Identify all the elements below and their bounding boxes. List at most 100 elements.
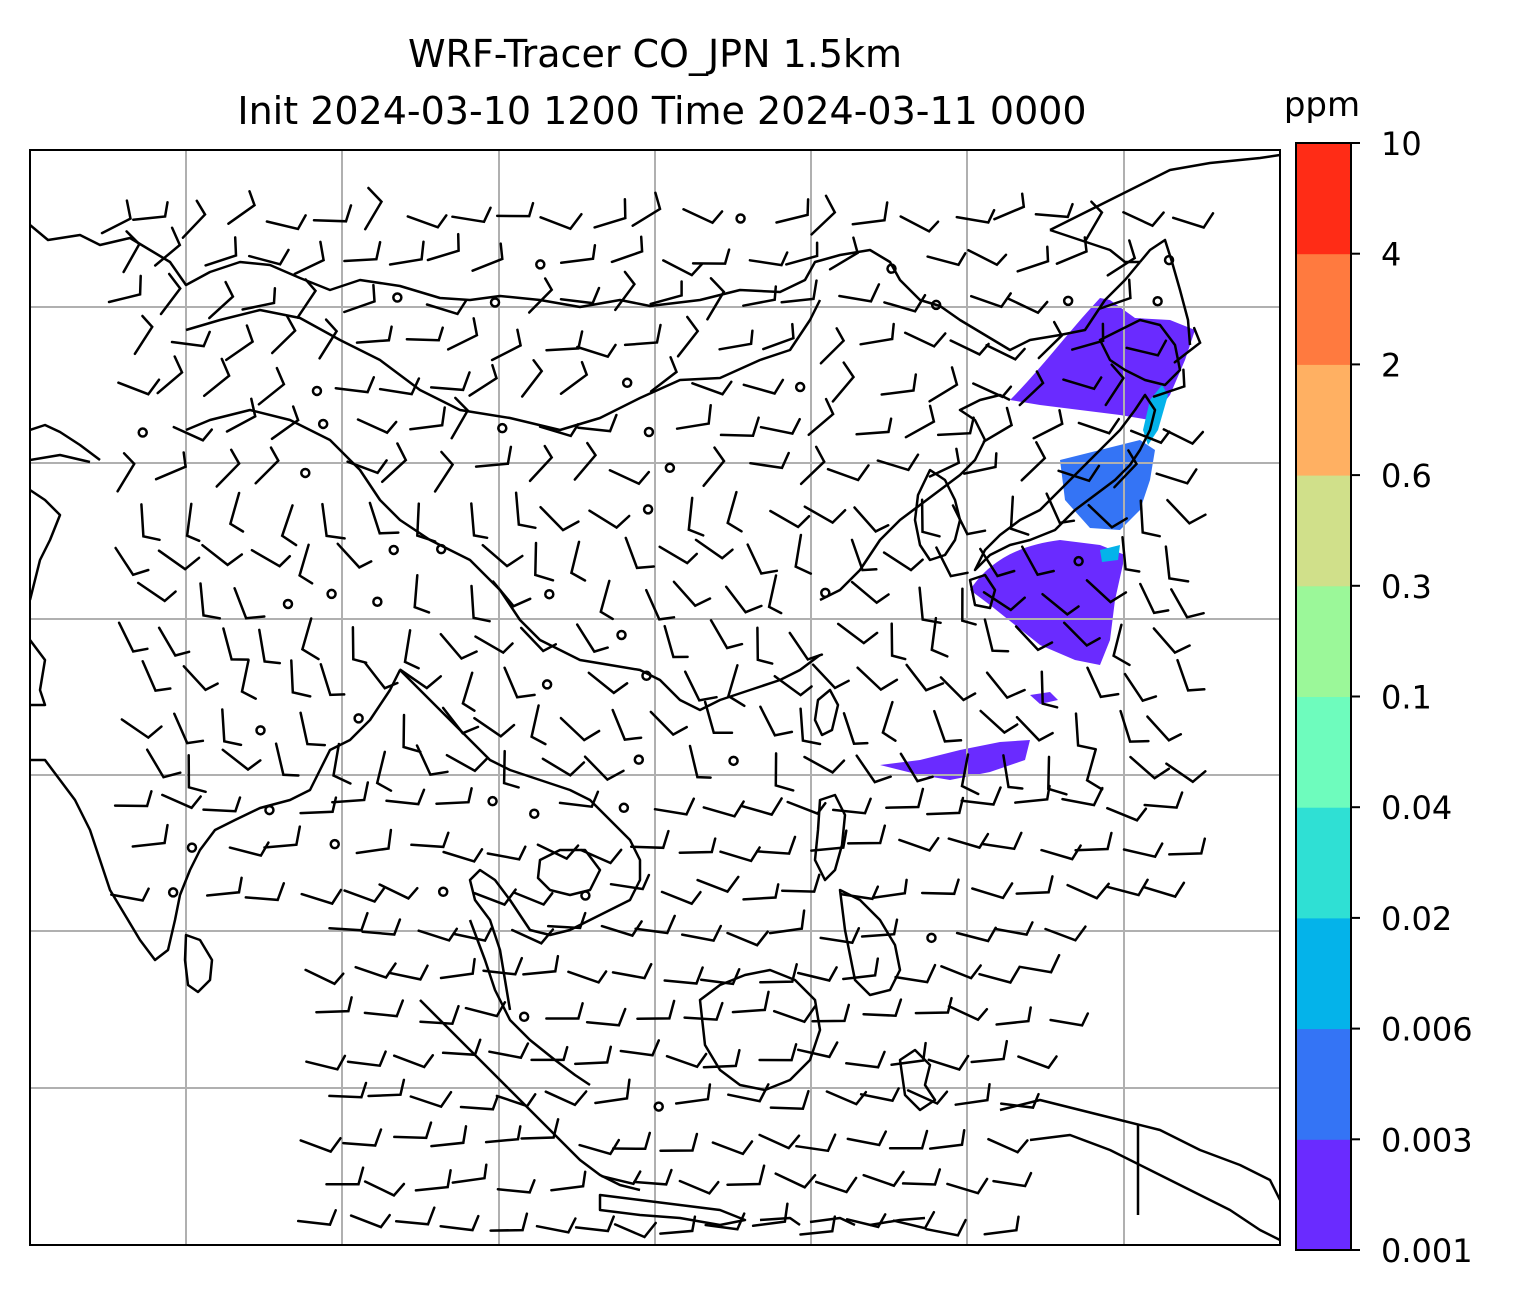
wind-barb bbox=[250, 548, 292, 568]
wind-barb bbox=[1085, 748, 1104, 791]
wind-barb bbox=[904, 404, 936, 439]
colorbar-segment bbox=[1296, 696, 1351, 808]
wind-barb bbox=[416, 502, 437, 543]
wind-barb bbox=[972, 382, 1013, 399]
wind-barb bbox=[755, 835, 797, 855]
wind-barb bbox=[746, 543, 779, 575]
wind-barb bbox=[185, 502, 201, 543]
wind-barb bbox=[751, 1202, 789, 1228]
colorbar-tick-label: 0.003 bbox=[1381, 1121, 1473, 1159]
wind-barb bbox=[969, 292, 1012, 309]
wind-barb bbox=[706, 277, 726, 321]
wind-barb bbox=[170, 330, 211, 348]
wind-barb bbox=[702, 446, 726, 488]
wind-barb bbox=[850, 580, 890, 605]
wind-barb bbox=[1016, 245, 1050, 273]
calm-wind-marker bbox=[1163, 254, 1175, 266]
wind-barb bbox=[1061, 786, 1104, 807]
wind-barb bbox=[613, 1221, 657, 1239]
calm-wind-marker bbox=[618, 802, 630, 814]
wind-barb bbox=[683, 1001, 724, 1021]
coast-gulf-thailand bbox=[536, 848, 602, 897]
wind-barb bbox=[510, 928, 555, 945]
wind-barb bbox=[133, 314, 154, 356]
wind-barb bbox=[810, 194, 837, 236]
wind-barb bbox=[290, 659, 312, 698]
calm-wind-marker bbox=[282, 598, 294, 610]
wind-barb bbox=[636, 999, 676, 1020]
calm-wind-marker bbox=[300, 467, 311, 479]
wind-barb bbox=[495, 1093, 537, 1108]
tracer-plume-east-china-sea bbox=[880, 740, 1030, 780]
wind-barb bbox=[459, 1095, 499, 1111]
wind-barb bbox=[172, 425, 214, 442]
wind-barb bbox=[649, 356, 679, 393]
calm-wind-marker bbox=[643, 426, 655, 438]
wind-barb bbox=[1009, 495, 1030, 536]
wind-barb bbox=[409, 1090, 453, 1109]
wind-barb bbox=[550, 1170, 587, 1192]
calm-wind-marker bbox=[794, 381, 806, 393]
plot-title-line1: WRF-Tracer CO_JPN 1.5km bbox=[408, 32, 902, 76]
wind-barb bbox=[785, 241, 819, 266]
wind-barb bbox=[503, 666, 536, 699]
wind-barb bbox=[1164, 545, 1190, 583]
wind-barb bbox=[363, 186, 384, 231]
wind-barb bbox=[446, 317, 479, 351]
wind-barb bbox=[881, 700, 897, 742]
calm-wind-marker bbox=[653, 1101, 664, 1112]
wind-barb bbox=[961, 587, 977, 626]
wind-barb bbox=[1171, 212, 1215, 229]
wind-barb bbox=[1139, 582, 1170, 615]
wind-barb bbox=[244, 882, 286, 902]
wind-barb bbox=[225, 397, 257, 433]
wind-barb bbox=[928, 447, 961, 478]
colorbar-segment bbox=[1296, 143, 1351, 255]
wind-barb bbox=[594, 1078, 631, 1105]
wind-barb bbox=[576, 343, 617, 359]
wind-barb bbox=[258, 628, 282, 665]
wind-barb bbox=[354, 962, 397, 979]
wind-barb bbox=[1084, 200, 1104, 242]
wind-barb bbox=[719, 416, 760, 437]
wind-barb bbox=[474, 635, 514, 655]
wind-barb bbox=[885, 787, 925, 809]
coast-taiwan bbox=[813, 688, 840, 737]
wind-barb bbox=[201, 543, 244, 567]
wind-barb bbox=[534, 541, 555, 582]
wind-barb bbox=[182, 665, 219, 692]
wind-barb bbox=[181, 199, 207, 239]
wind-barb bbox=[749, 451, 790, 470]
wind-barb bbox=[860, 918, 899, 938]
wind-barb bbox=[600, 920, 643, 938]
wind-barb bbox=[906, 1089, 949, 1106]
wind-barb bbox=[631, 191, 662, 227]
calm-wind-marker bbox=[326, 588, 337, 600]
calm-wind-marker bbox=[541, 679, 553, 690]
calm-wind-marker bbox=[392, 292, 403, 303]
wind-barb bbox=[1162, 428, 1205, 446]
wind-barb bbox=[845, 1050, 886, 1069]
wind-barb bbox=[321, 502, 346, 540]
wind-barb bbox=[926, 252, 967, 267]
wind-barb bbox=[1055, 236, 1088, 265]
wind-barb bbox=[825, 1090, 868, 1106]
wind-barb bbox=[280, 504, 298, 547]
wind-barb bbox=[514, 491, 537, 530]
wind-barb bbox=[838, 283, 881, 303]
wind-barb bbox=[585, 1007, 627, 1027]
calm-wind-marker bbox=[621, 377, 633, 389]
calm-wind-marker bbox=[167, 887, 179, 898]
wind-barb bbox=[406, 214, 448, 229]
colorbar-tick-label: 4 bbox=[1381, 236, 1401, 274]
wind-barb bbox=[528, 444, 554, 483]
wind-barb bbox=[1018, 953, 1061, 974]
wind-barb bbox=[799, 1215, 837, 1236]
wind-barb bbox=[1045, 492, 1076, 525]
wind-barb bbox=[649, 710, 688, 737]
wind-barb bbox=[429, 371, 471, 392]
wind-barb bbox=[433, 450, 455, 493]
wind-barb bbox=[113, 790, 153, 808]
wind-barb bbox=[819, 327, 846, 365]
wind-barb bbox=[445, 753, 488, 773]
